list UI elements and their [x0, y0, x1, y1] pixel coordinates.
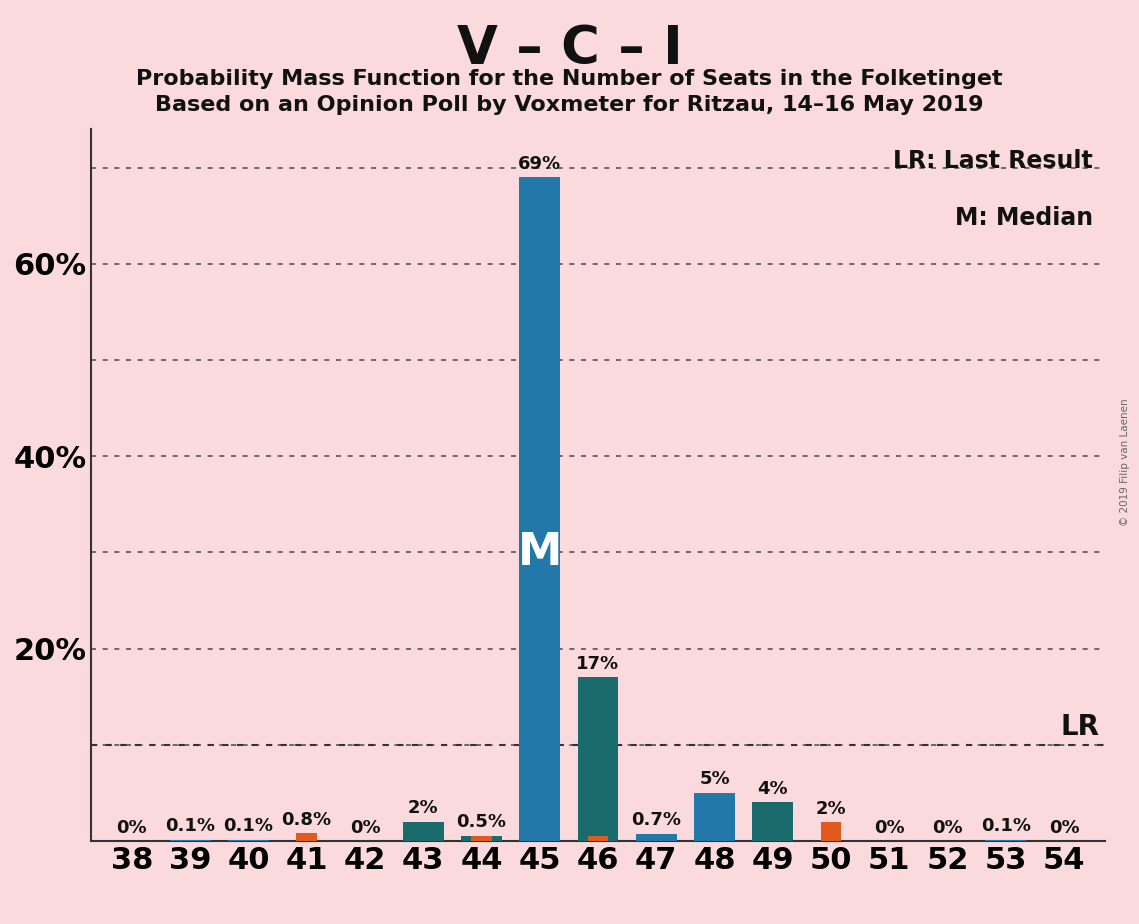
Bar	[694, 793, 735, 841]
Bar	[472, 836, 492, 841]
Text: 5%: 5%	[699, 770, 730, 788]
Text: 0%: 0%	[874, 819, 904, 837]
Bar	[985, 840, 1026, 841]
Bar	[577, 677, 618, 841]
Text: LR: Last Result: LR: Last Result	[893, 149, 1093, 173]
Bar	[821, 821, 842, 841]
Text: M: Median: M: Median	[956, 206, 1093, 230]
Text: 0%: 0%	[1049, 819, 1080, 837]
Text: 17%: 17%	[576, 654, 620, 673]
Text: LR: LR	[1060, 712, 1099, 741]
Bar	[228, 840, 269, 841]
Text: Based on an Opinion Poll by Voxmeter for Ritzau, 14–16 May 2019: Based on an Opinion Poll by Voxmeter for…	[155, 95, 984, 116]
Text: 0.7%: 0.7%	[631, 811, 681, 830]
Text: 0.1%: 0.1%	[165, 817, 215, 835]
Text: 0.1%: 0.1%	[981, 817, 1031, 835]
Text: 0.8%: 0.8%	[281, 811, 331, 830]
Text: 0.5%: 0.5%	[457, 813, 507, 832]
Text: 69%: 69%	[518, 154, 562, 173]
Text: 0%: 0%	[116, 819, 147, 837]
Text: 0%: 0%	[350, 819, 380, 837]
Text: 0.1%: 0.1%	[223, 817, 273, 835]
Bar	[753, 802, 793, 841]
Bar	[588, 836, 608, 841]
Bar	[636, 834, 677, 841]
Text: M: M	[517, 531, 562, 574]
Text: © 2019 Filip van Laenen: © 2019 Filip van Laenen	[1120, 398, 1130, 526]
Bar	[170, 840, 211, 841]
Text: 4%: 4%	[757, 780, 788, 797]
Bar	[461, 836, 502, 841]
Text: 2%: 2%	[408, 799, 439, 817]
Bar	[296, 833, 317, 841]
Text: 2%: 2%	[816, 800, 846, 818]
Text: V – C – I: V – C – I	[457, 23, 682, 75]
Bar	[403, 821, 443, 841]
Text: Probability Mass Function for the Number of Seats in the Folketinget: Probability Mass Function for the Number…	[137, 69, 1002, 90]
Bar	[519, 177, 560, 841]
Text: 0%: 0%	[932, 819, 962, 837]
